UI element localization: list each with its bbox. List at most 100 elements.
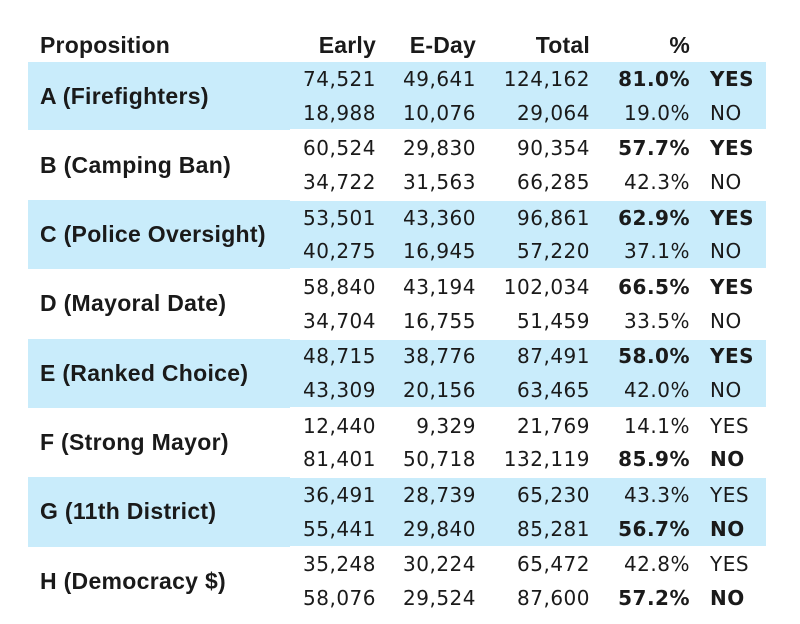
vote-percent: 43.3% (592, 477, 692, 512)
vote-percent: 81.0% (592, 62, 692, 96)
table-row: 18,988 10,076 29,064 19.0% NO (28, 95, 766, 132)
early-votes: 58,076 (290, 581, 378, 617)
proposition-label: F (Strong Mayor) (40, 429, 229, 456)
vote-percent: 85.9% (592, 442, 692, 479)
vote-percent: 57.2% (592, 581, 692, 617)
total-votes: 102,034 (503, 274, 590, 299)
vote-result: YES (692, 199, 766, 235)
proposition-group: D (Mayoral Date) 58,840 43,194 102,034 66.5%… (28, 269, 766, 340)
vote-result: NO (692, 165, 766, 201)
eday-votes: 49,641 (378, 62, 478, 96)
eday-votes: 30,224 (403, 552, 476, 577)
proposition-label: D (Mayoral Date) (40, 290, 227, 317)
header-eday: E-Day (409, 31, 476, 58)
proposition-group: H (Democracy $) 35,248 30,224 65,472 42.8% YE… (28, 547, 766, 617)
table-row: 55,441 29,840 85,281 56.7% NO (28, 511, 766, 548)
table-row: 43,309 20,156 63,465 42.0% NO (28, 373, 766, 409)
eday-votes: 43,194 (403, 274, 476, 299)
vote-percent: 66.5% (618, 274, 690, 299)
header-result (692, 28, 766, 62)
early-votes: 74,521 (290, 62, 378, 96)
eday-votes: 29,830 (403, 136, 476, 161)
vote-result: YES (692, 62, 766, 96)
table-row: C (Police Oversight) 53,501 43,360 96,861 62… (28, 199, 766, 270)
vote-percent: 58.0% (592, 338, 692, 374)
eday-votes: 29,524 (378, 581, 478, 617)
vote-percent: 33.5% (592, 303, 692, 340)
total-votes: 87,491 (478, 338, 592, 374)
proposition-label: B (Camping Ban) (40, 151, 232, 178)
proposition-group: F (Strong Mayor) 12,440 9,329 21,769 14.1% YE… (28, 408, 766, 479)
proposition-label: A (Firefighters) (28, 62, 290, 131)
total-votes: 87,600 (478, 581, 592, 617)
table-row: G (11th District) 36,491 28,739 65,230 43.3%… (28, 477, 766, 547)
eday-votes: 29,840 (378, 511, 478, 548)
table-row: B (Camping Ban) 60,524 29,830 90,354 57.7% YE… (28, 130, 766, 177)
early-votes: 58,840 (303, 274, 376, 299)
vote-result: YES (692, 477, 766, 512)
proposition-label: G (11th District) (28, 477, 290, 547)
table-row: E (Ranked Choice) 48,715 38,776 87,491 58.0%… (28, 338, 766, 408)
total-votes: 63,465 (478, 373, 592, 409)
header-early: Early (318, 31, 376, 58)
eday-votes: 28,739 (378, 477, 478, 512)
vote-result: NO (692, 581, 766, 617)
table-row: 34,704 16,755 51,459 33.5% NO (28, 303, 766, 340)
proposition-label: E (Ranked Choice) (28, 338, 290, 408)
vote-percent: 42.3% (592, 165, 692, 201)
table-row: H (Democracy $) 35,248 30,224 65,472 42.8% YE… (28, 547, 766, 593)
early-votes: 36,491 (290, 477, 378, 512)
proposition-group: C (Police Oversight) 53,501 43,360 96,861 62… (28, 199, 766, 271)
eday-votes: 10,076 (378, 95, 478, 132)
total-votes: 124,162 (478, 62, 592, 96)
vote-result: YES (710, 136, 755, 161)
early-votes: 48,715 (290, 338, 378, 374)
eday-votes: 31,563 (378, 165, 478, 201)
table-row: 40,275 16,945 57,220 37.1% NO (28, 234, 766, 271)
early-votes: 43,309 (290, 373, 378, 409)
early-votes: 12,440 (303, 413, 376, 438)
proposition-label: H (Democracy $) (40, 567, 227, 594)
header-row: Proposition Early E-Day Total % (28, 28, 766, 62)
total-votes: 132,119 (478, 442, 592, 479)
total-votes: 29,064 (478, 95, 592, 132)
total-votes: 65,230 (478, 477, 592, 512)
early-votes: 34,704 (290, 303, 378, 340)
vote-percent: 56.7% (592, 511, 692, 548)
total-votes: 51,459 (478, 303, 592, 340)
total-votes: 21,769 (517, 413, 590, 438)
early-votes: 60,524 (303, 136, 376, 161)
table-row: A (Firefighters) 74,521 49,641 124,162 81.0%… (28, 62, 766, 131)
table-row: 34,722 31,563 66,285 42.3% NO (28, 165, 766, 201)
early-votes: 40,275 (290, 234, 378, 271)
eday-votes: 16,945 (378, 234, 478, 271)
table-row: 58,076 29,524 87,600 57.2% NO (28, 581, 766, 617)
vote-percent: 42.8% (623, 552, 690, 577)
proposition-group: E (Ranked Choice) 48,715 38,776 87,491 58.0%… (28, 338, 766, 409)
table-row: 81,401 50,718 132,119 85.9% NO (28, 442, 766, 479)
vote-percent: 14.1% (623, 413, 690, 438)
vote-result: NO (692, 373, 766, 409)
vote-result: NO (692, 303, 766, 340)
early-votes: 55,441 (290, 511, 378, 548)
total-votes: 90,354 (517, 136, 590, 161)
table-header: Proposition Early E-Day Total % (28, 28, 766, 62)
eday-votes: 16,755 (378, 303, 478, 340)
eday-votes: 38,776 (378, 338, 478, 374)
early-votes: 35,248 (303, 552, 376, 577)
vote-percent: 19.0% (592, 95, 692, 132)
total-votes: 66,285 (478, 165, 592, 201)
vote-result: YES (692, 338, 766, 374)
vote-result: YES (710, 552, 750, 577)
vote-result: NO (692, 442, 766, 479)
vote-result: NO (692, 95, 766, 132)
vote-percent: 37.1% (592, 234, 692, 271)
header-total: Total (535, 31, 590, 58)
vote-result: YES (710, 413, 750, 438)
vote-result: NO (692, 234, 766, 271)
early-votes: 34,722 (290, 165, 378, 201)
total-votes: 96,861 (478, 199, 592, 235)
eday-votes: 50,718 (378, 442, 478, 479)
vote-percent: 62.9% (592, 199, 692, 235)
proposition-group: B (Camping Ban) 60,524 29,830 90,354 57.7% YE… (28, 130, 766, 201)
